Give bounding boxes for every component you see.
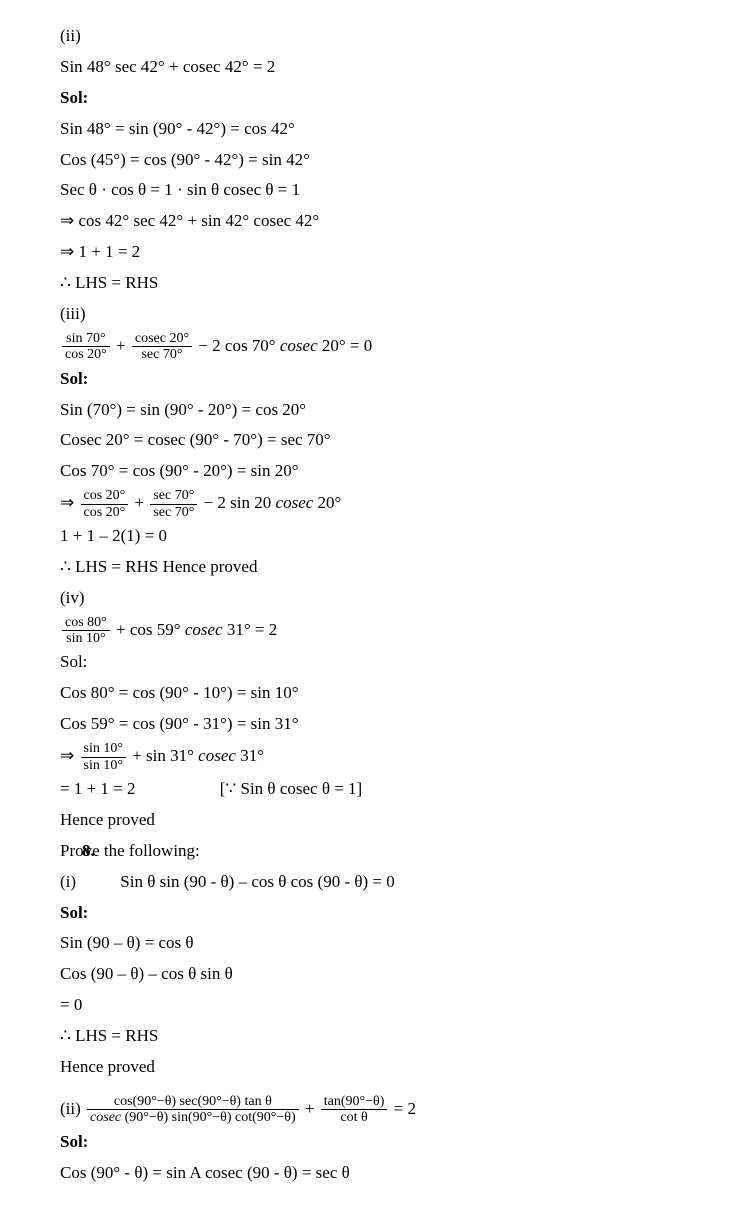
step: Cos (90° - θ) = sin A cosec (90 - θ) = s…: [60, 1159, 727, 1188]
fraction: cosec 20° sec 70°: [132, 331, 192, 363]
step: 1 + 1 – 2(1) = 0: [60, 522, 727, 551]
fraction: cos 20° cos 20°: [81, 488, 129, 520]
step: ⇒ 1 + 1 = 2: [60, 238, 727, 267]
denominator: sec 70°: [150, 505, 197, 520]
numerator: cos 20°: [81, 488, 129, 504]
numerator: cos 80°: [62, 615, 110, 631]
text: 31° = 2: [223, 620, 278, 639]
text: (90°−θ) sin(90°−θ) cot(90°−θ): [121, 1110, 296, 1125]
text: + cos 59°: [112, 620, 185, 639]
numerator: sin 70°: [62, 331, 110, 347]
part-iv-label: (iv): [60, 584, 727, 613]
arrow: ⇒: [60, 746, 79, 765]
step: ∴ LHS = RHS: [60, 269, 727, 298]
question-head: Prove the following:: [60, 837, 727, 866]
step: ∴ LHS = RHS Hence proved: [60, 553, 727, 582]
op: +: [112, 336, 130, 355]
step: Cos (45°) = cos (90° - 42°) = sin 42°: [60, 146, 727, 175]
step: ⇒ cos 42° sec 42° + sin 42° cosec 42°: [60, 207, 727, 236]
func: cosec: [90, 1110, 121, 1125]
denominator: cosec (90°−θ) sin(90°−θ) cot(90°−θ): [87, 1110, 299, 1125]
op: +: [130, 493, 148, 512]
sol-label: Sol:: [60, 1128, 727, 1157]
fraction: cos(90°−θ) sec(90°−θ) tan θ cosec (90°−θ…: [87, 1094, 299, 1126]
fraction: cos 80° sin 10°: [62, 615, 110, 647]
part-ii-q8: (ii) cos(90°−θ) sec(90°−θ) tan θ cosec (…: [60, 1094, 727, 1126]
fraction: sin 10° sin 10°: [81, 741, 126, 773]
sol-label: Sol:: [60, 84, 727, 113]
fraction: sec 70° sec 70°: [150, 488, 197, 520]
fraction: sin 70° cos 20°: [62, 331, 110, 363]
text: − 2 sin 20: [199, 493, 275, 512]
numerator: cos(90°−θ) sec(90°−θ) tan θ: [87, 1094, 299, 1110]
step: = 1 + 1 = 2 [∵ Sin θ cosec θ = 1]: [60, 775, 727, 804]
question-number: 8.: [82, 837, 95, 866]
step: Cos (90 – θ) – cos θ sin θ: [60, 960, 727, 989]
func: cosec: [276, 493, 314, 512]
text: 20° = 0: [318, 336, 373, 355]
numerator: sec 70°: [150, 488, 197, 504]
spacer: [60, 1084, 727, 1092]
statement: Sin θ sin (90 - θ) – cos θ cos (90 - θ) …: [120, 872, 394, 891]
step: Hence proved: [60, 806, 727, 835]
numerator: cosec 20°: [132, 331, 192, 347]
step: Sin (70°) = sin (90° - 20°) = cos 20°: [60, 396, 727, 425]
text: − 2 cos 70°: [194, 336, 280, 355]
arrow: ⇒: [60, 493, 79, 512]
step: ∴ LHS = RHS: [60, 1022, 727, 1051]
sol-label: Sol:: [60, 365, 727, 394]
step: Hence proved: [60, 1053, 727, 1082]
part-ii-label: (ii): [60, 22, 727, 51]
func: cosec: [198, 746, 236, 765]
step: ⇒ cos 20° cos 20° + sec 70° sec 70° − 2 …: [60, 488, 727, 520]
step: Sin 48° = sin (90° - 42°) = cos 42°: [60, 115, 727, 144]
fraction: tan(90°−θ) cot θ: [321, 1094, 388, 1126]
step: = 0: [60, 991, 727, 1020]
text: = 1 + 1 = 2: [60, 779, 136, 798]
step: Cosec 20° = cosec (90° - 70°) = sec 70°: [60, 426, 727, 455]
text: = 2: [389, 1099, 416, 1118]
denominator: sec 70°: [132, 347, 192, 362]
text: 20°: [313, 493, 341, 512]
step: Sin (90 – θ) = cos θ: [60, 929, 727, 958]
text: + sin 31°: [128, 746, 198, 765]
numerator: tan(90°−θ): [321, 1094, 388, 1110]
step: Sec θ · cos θ = 1 · sin θ cosec θ = 1: [60, 176, 727, 205]
denominator: sin 10°: [81, 758, 126, 773]
op: +: [301, 1099, 319, 1118]
denominator: cos 20°: [81, 505, 129, 520]
step: Cos 59° = cos (90° - 31°) = sin 31°: [60, 710, 727, 739]
part-iii-statement: sin 70° cos 20° + cosec 20° sec 70° − 2 …: [60, 331, 727, 363]
part-ii-statement: Sin 48° sec 42° + cosec 42° = 2: [60, 53, 727, 82]
numerator: sin 10°: [81, 741, 126, 757]
part-iii-label: (iii): [60, 300, 727, 329]
sol-label: Sol:: [60, 648, 727, 677]
part-i: (i) Sin θ sin (90 - θ) – cos θ cos (90 -…: [60, 868, 727, 897]
func: cosec: [280, 336, 318, 355]
func: cosec: [185, 620, 223, 639]
note: [∵ Sin θ cosec θ = 1]: [220, 775, 362, 804]
denominator: cos 20°: [62, 347, 110, 362]
part-iv-statement: cos 80° sin 10° + cos 59° cosec 31° = 2: [60, 615, 727, 647]
part-label: (ii): [60, 1099, 85, 1118]
denominator: cot θ: [321, 1110, 388, 1125]
step: Cos 70° = cos (90° - 20°) = sin 20°: [60, 457, 727, 486]
step: Cos 80° = cos (90° - 10°) = sin 10°: [60, 679, 727, 708]
sol-label: Sol:: [60, 899, 727, 928]
step: ⇒ sin 10° sin 10° + sin 31° cosec 31°: [60, 741, 727, 773]
denominator: sin 10°: [62, 631, 110, 646]
text: 31°: [236, 746, 264, 765]
part-label: (i): [60, 872, 76, 891]
